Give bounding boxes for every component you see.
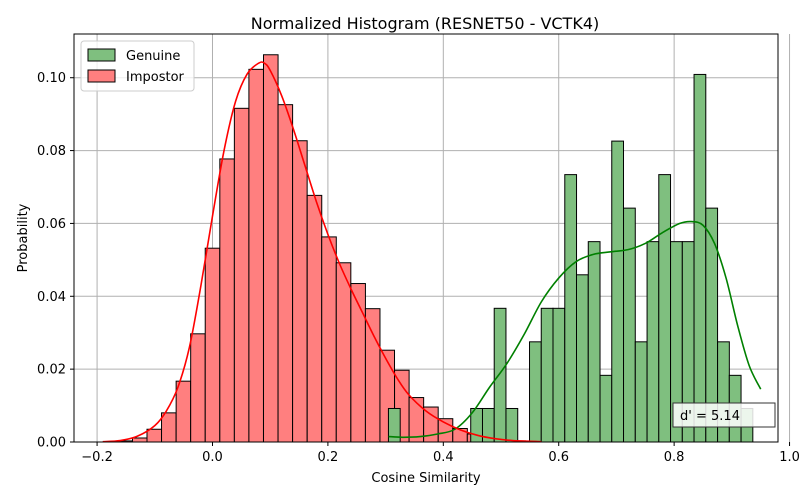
annotation-box <box>672 402 776 428</box>
chart-title: Normalized Histogram (RESNET50 - VCTK4) <box>251 14 600 33</box>
legend-label-genuine: Genuine <box>126 49 180 64</box>
bar-impostor <box>204 247 221 443</box>
bar-impostor <box>146 428 163 443</box>
legend: Genuine Impostor <box>80 40 195 92</box>
y-tick-label: 0.02 <box>37 363 66 378</box>
x-axis-ticks: −0.2 0.0 0.2 0.4 0.6 0.8 1.0 <box>81 442 800 465</box>
bar-impostor <box>277 104 294 443</box>
bar-impostor <box>248 68 264 443</box>
bar-impostor <box>364 308 381 443</box>
bar-impostor <box>350 283 366 443</box>
x-tick-label: 0.8 <box>664 450 685 465</box>
bar-genuine <box>529 341 542 443</box>
x-tick-label: 0.6 <box>548 450 569 465</box>
y-tick-label: 0.10 <box>37 71 66 86</box>
x-axis-label: Cosine Similarity <box>371 471 481 486</box>
bar-genuine <box>599 374 613 443</box>
bar-impostor <box>306 194 323 443</box>
bar-impostor <box>408 397 425 443</box>
bar-genuine <box>505 407 519 443</box>
annotation-text: d' = 5.14 <box>680 409 740 424</box>
bar-impostor <box>335 262 352 443</box>
bar-genuine <box>587 241 601 443</box>
legend-swatch-impostor <box>87 69 116 83</box>
y-tick-label: 0.04 <box>37 290 66 305</box>
bar-genuine <box>575 274 589 443</box>
bar-impostor <box>292 140 308 443</box>
bar-genuine <box>693 73 707 443</box>
dprime-annotation: d' = 5.14 <box>672 402 776 428</box>
x-tick-label: 0.4 <box>433 450 454 465</box>
x-tick-label: 0.0 <box>202 450 223 465</box>
plot-frame <box>73 33 779 443</box>
bar-genuine <box>493 307 507 443</box>
bar-impostor <box>219 158 235 443</box>
bar-impostor <box>131 437 148 443</box>
bar-genuine <box>658 174 672 443</box>
y-tick-label: 0.08 <box>37 144 66 159</box>
bar-genuine <box>646 241 660 443</box>
bar-impostor <box>423 406 439 443</box>
y-tick-label: 0.06 <box>37 217 66 232</box>
y-tick-label: 0.00 <box>37 436 66 451</box>
bars <box>102 54 754 443</box>
y-axis-label: Probability <box>16 203 31 272</box>
bar-impostor <box>263 54 279 443</box>
kde-curves <box>102 61 762 443</box>
bar-genuine <box>611 140 625 443</box>
y-axis-ticks: 0.00 0.02 0.04 0.06 0.08 0.10 <box>37 71 74 451</box>
bar-impostor <box>233 107 250 443</box>
x-tick-label: 0.2 <box>318 450 339 465</box>
kde-line-genuine <box>388 220 762 439</box>
bar-genuine <box>634 341 648 443</box>
bar-impostor <box>175 380 192 443</box>
x-tick-label: −0.2 <box>81 450 113 465</box>
bar-genuine <box>564 174 578 443</box>
bar-impostor <box>321 236 337 443</box>
bar-genuine <box>540 307 554 443</box>
bar-impostor <box>161 412 177 443</box>
legend-swatch-genuine <box>87 48 116 62</box>
x-tick-label: 1.0 <box>779 450 800 465</box>
legend-label-impostor: Impostor <box>126 70 185 85</box>
bar-genuine <box>552 307 566 443</box>
kde-line-impostor <box>102 61 542 443</box>
bar-genuine <box>623 207 636 443</box>
bar-impostor <box>190 333 206 443</box>
